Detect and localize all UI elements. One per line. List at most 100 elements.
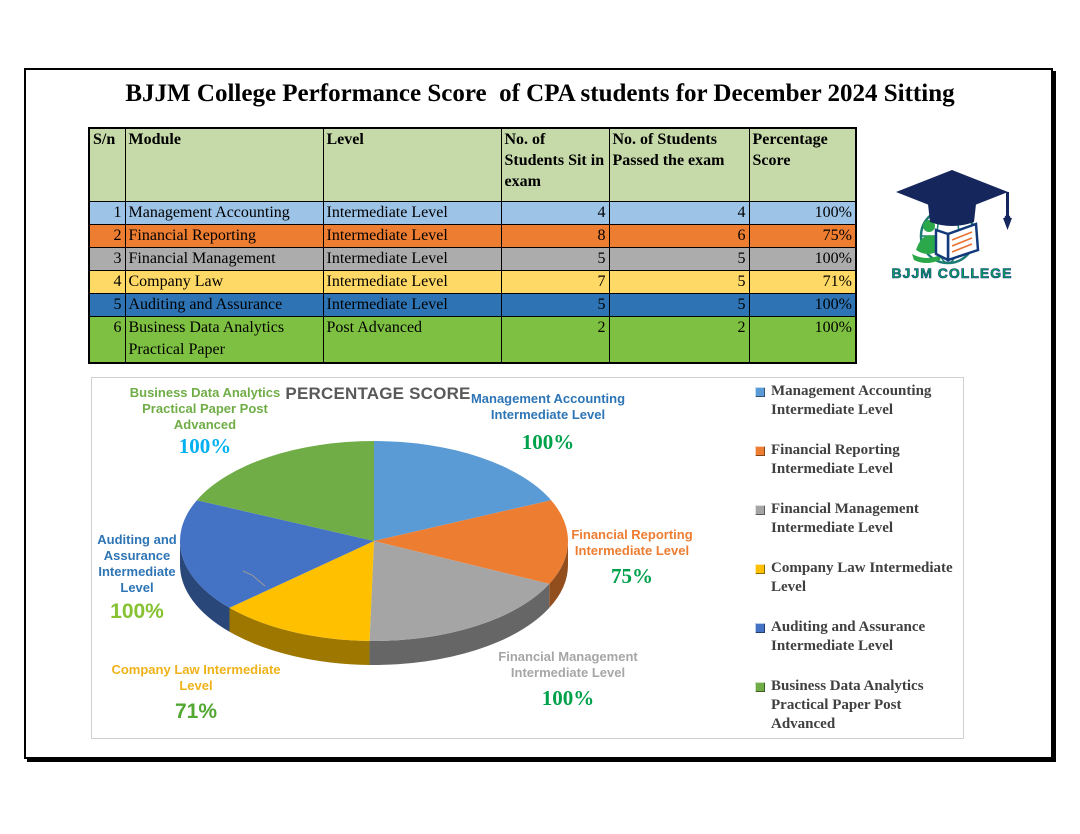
legend-marker-icon [755, 505, 765, 515]
pie-label-auditing-assurance: Auditing and Assurance Intermediate Leve… [97, 532, 177, 595]
header-level: Level [322, 127, 502, 202]
header-sn: S/n [88, 127, 126, 202]
cell-sat: 7 [500, 270, 610, 294]
legend-item: Financial Management Intermediate Level [755, 500, 955, 538]
cell-score: 100% [748, 316, 857, 363]
legend-marker-icon [755, 564, 765, 574]
pie-slice [229, 541, 374, 641]
pie-slice [180, 541, 230, 632]
legend-label: Auditing and Assurance Intermediate Leve… [771, 619, 926, 654]
legend-marker-icon [755, 623, 765, 633]
cell-sat: 8 [500, 224, 610, 248]
pie-value-auditing-assurance: 100% [110, 600, 164, 623]
legend-item: Management Accounting Intermediate Level [755, 382, 955, 420]
cell-passed: 4 [608, 201, 750, 225]
label-leader-line [242, 570, 266, 587]
cell-passed: 5 [608, 293, 750, 317]
cell-module: Company Law [124, 270, 324, 294]
cell-sn: 2 [88, 224, 126, 248]
pie-label-management-accounting: Management Accounting Intermediate Level [470, 391, 626, 422]
header-module: Module [124, 127, 324, 202]
header-passed: No. of Students Passed the exam [608, 127, 750, 202]
pie-slice [549, 541, 568, 608]
cell-score: 71% [748, 270, 857, 294]
cell-module: Financial Reporting [124, 224, 324, 248]
cell-level: Post Advanced [322, 316, 502, 363]
table-header-row: S/n Module Level No. of Students Sit in … [88, 127, 857, 202]
legend-label: Financial Management Intermediate Level [771, 501, 919, 536]
legend-item: Business Data Analytics Practical Paper … [755, 677, 955, 734]
legend-item: Auditing and Assurance Intermediate Leve… [755, 618, 955, 656]
cell-score: 100% [748, 293, 857, 317]
cell-sat: 5 [500, 247, 610, 271]
graduation-cap-icon [896, 170, 1012, 230]
cell-sat: 5 [500, 293, 610, 317]
cell-passed: 5 [608, 247, 750, 271]
cell-module: Management Accounting [124, 201, 324, 225]
cell-module: Business Data Analytics Practical Paper [124, 316, 324, 363]
pie-value-management-accounting: 100% [521, 430, 575, 454]
cell-sat: 2 [500, 316, 610, 363]
pie-value-financial-management: 100% [541, 686, 595, 710]
pie-label-financial-management: Financial Management Intermediate Level [498, 649, 638, 680]
pie-value-company-law: 71% [174, 700, 218, 723]
cell-level: Intermediate Level [322, 224, 502, 248]
pie-slice [374, 441, 552, 541]
chart-title: PERCENTAGE SCORE [285, 384, 471, 403]
cell-score: 100% [748, 247, 857, 271]
pie-value-financial-reporting: 75% [611, 564, 653, 588]
legend-marker-icon [755, 446, 765, 456]
cell-passed: 2 [608, 316, 750, 363]
legend-marker-icon [755, 387, 765, 397]
table-row: 4 Company Law Intermediate Level 7 5 71% [88, 270, 857, 294]
cell-passed: 5 [608, 270, 750, 294]
cell-level: Intermediate Level [322, 201, 502, 225]
cell-sat: 4 [500, 201, 610, 225]
pie-slice [369, 583, 550, 665]
pie-label-business-data-analytics: Business Data Analytics Practical Paper … [129, 385, 281, 432]
table-row: 3 Financial Management Intermediate Leve… [88, 247, 857, 271]
performance-table: S/n Module Level No. of Students Sit in … [88, 127, 857, 364]
table-row: 6 Business Data Analytics Practical Pape… [88, 316, 857, 363]
pie-slice [369, 541, 550, 641]
open-book-icon [934, 222, 980, 263]
chart-legend: Management Accounting Intermediate Level… [755, 382, 955, 755]
cell-sn: 3 [88, 247, 126, 271]
header-score: Percentage Score [748, 127, 857, 202]
header-sat: No. of Students Sit in exam [500, 127, 610, 202]
cell-level: Intermediate Level [322, 270, 502, 294]
cell-score: 100% [748, 201, 857, 225]
legend-marker-icon [755, 682, 765, 692]
pie-value-business-data-analytics: 100% [178, 434, 232, 458]
page-title: BJJM College Performance Score of CPA st… [125, 80, 955, 107]
cell-sn: 4 [88, 270, 126, 294]
legend-item: Company Law Intermediate Level [755, 559, 955, 597]
cell-level: Intermediate Level [322, 293, 502, 317]
table-row: 1 Management Accounting Intermediate Lev… [88, 201, 857, 225]
legend-label: Financial Reporting Intermediate Level [771, 442, 900, 477]
chart-area: PERCENTAGE SCORE Business Data Analytics… [91, 377, 964, 739]
cell-sn: 5 [88, 293, 126, 317]
pie-slice [179, 500, 374, 608]
cell-sn: 1 [88, 201, 126, 225]
cell-sn: 6 [88, 316, 126, 363]
pie-chart [179, 441, 568, 665]
cell-level: Intermediate Level [322, 247, 502, 271]
cell-module: Auditing and Assurance [124, 293, 324, 317]
legend-label: Company Law Intermediate Level [771, 560, 953, 595]
pie-slice [196, 441, 374, 541]
graduate-figure-icon [912, 220, 942, 263]
pie-slice [229, 607, 370, 665]
pie-label-company-law: Company Law Intermediate Level [111, 662, 281, 693]
cell-passed: 6 [608, 224, 750, 248]
cell-module: Financial Management [124, 247, 324, 271]
bjjm-college-logo: BJJM COLLEGE [891, 170, 1013, 281]
pie-slice [374, 500, 568, 584]
legend-label: Management Accounting Intermediate Level [771, 383, 932, 418]
logo-text: BJJM COLLEGE [892, 265, 1013, 281]
legend-label: Business Data Analytics Practical Paper … [771, 678, 924, 732]
pie-label-financial-reporting: Financial Reporting Intermediate Level [571, 527, 693, 558]
cell-score: 75% [748, 224, 857, 248]
legend-item: Financial Reporting Intermediate Level [755, 441, 955, 479]
